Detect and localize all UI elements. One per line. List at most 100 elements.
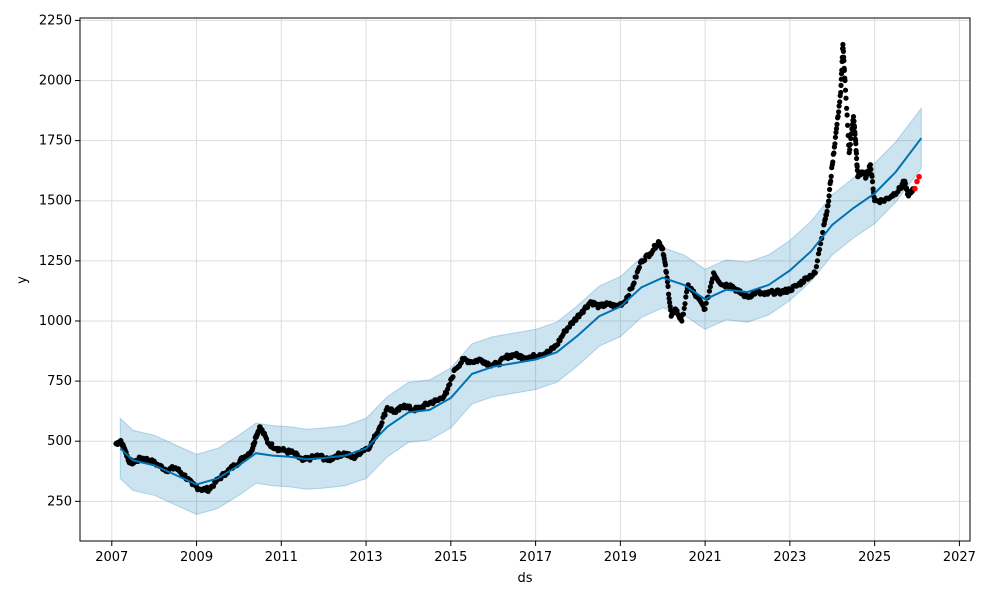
observed-point xyxy=(447,381,453,387)
x-axis: 2007 2009 2011 2013 2015 2017 2019 2021 2023 2025… xyxy=(95,541,976,565)
observed-point xyxy=(269,441,275,447)
observed-point xyxy=(814,258,821,264)
x-tick-label: 2019 xyxy=(604,550,637,565)
observed-point xyxy=(679,318,685,324)
y-tick-label: 1250 xyxy=(39,254,72,269)
observed-point xyxy=(832,141,838,147)
y-tick-label: 1000 xyxy=(39,314,72,329)
observed-point xyxy=(847,147,853,153)
observed-point xyxy=(836,109,842,115)
x-tick-label: 2017 xyxy=(519,550,552,565)
observed-point xyxy=(842,77,848,84)
observed-point xyxy=(851,124,858,130)
observed-point xyxy=(853,141,859,147)
observed-point xyxy=(833,129,839,136)
x-tick-label: 2027 xyxy=(943,550,976,565)
observed-point xyxy=(835,113,841,120)
observed-point xyxy=(666,291,672,297)
observed-point xyxy=(828,178,834,184)
observed-point xyxy=(851,118,857,124)
x-tick-label: 2023 xyxy=(773,550,806,565)
observed-point xyxy=(662,262,669,268)
observed-point xyxy=(702,306,708,312)
observed-point xyxy=(665,283,671,289)
observed-point xyxy=(660,246,666,252)
recent-point xyxy=(914,178,920,185)
observed-point xyxy=(815,251,822,257)
observed-point xyxy=(667,299,673,306)
observed-point xyxy=(836,103,842,109)
observed-point xyxy=(631,280,637,286)
recent-point xyxy=(912,185,918,192)
observed-point xyxy=(837,99,843,105)
y-tick-label: 1750 xyxy=(39,134,72,149)
x-tick-label: 2013 xyxy=(350,550,383,565)
observed-point xyxy=(825,203,831,209)
observed-point xyxy=(828,173,834,179)
observed-point xyxy=(379,420,385,426)
observed-point xyxy=(838,89,844,96)
observed-point xyxy=(830,159,836,165)
observed-point xyxy=(840,48,847,55)
observed-point xyxy=(854,163,860,170)
x-tick-label: 2011 xyxy=(265,550,298,565)
recent-points xyxy=(912,173,922,192)
observed-point xyxy=(842,87,849,93)
observed-point xyxy=(210,483,217,489)
plot-background xyxy=(80,18,970,541)
observed-point xyxy=(831,150,837,156)
observed-point xyxy=(633,274,639,280)
observed-point xyxy=(868,166,874,172)
recent-point xyxy=(916,173,922,180)
observed-point xyxy=(663,269,670,275)
observed-point xyxy=(902,180,909,186)
observed-point xyxy=(682,301,688,307)
observed-point xyxy=(826,198,832,204)
observed-point xyxy=(869,173,875,179)
x-tick-label: 2015 xyxy=(434,550,467,565)
observed-point xyxy=(812,270,818,276)
observed-point xyxy=(840,41,846,48)
y-tick-label: 250 xyxy=(47,494,72,509)
x-tick-label: 2025 xyxy=(858,550,891,565)
observed-point xyxy=(841,58,847,64)
observed-point xyxy=(848,135,854,142)
observed-point xyxy=(826,193,832,199)
observed-point xyxy=(666,295,672,302)
observed-point xyxy=(854,155,860,162)
observed-point xyxy=(850,114,857,120)
observed-point xyxy=(844,105,850,111)
plot-area xyxy=(79,17,971,542)
observed-point xyxy=(636,264,643,270)
observed-point xyxy=(833,126,840,132)
y-tick-label: 2000 xyxy=(39,74,72,89)
observed-point xyxy=(182,472,188,478)
x-tick-label: 2021 xyxy=(689,550,722,565)
observed-point xyxy=(869,179,876,185)
y-tick-label: 750 xyxy=(47,374,72,389)
plot-frame xyxy=(79,17,971,542)
observed-point xyxy=(852,131,858,137)
observed-point xyxy=(703,300,709,306)
y-axis: 250 500 750 1000 1250 1500 1750 2000 2250 xyxy=(39,13,80,509)
observed-point xyxy=(252,439,258,445)
observed-point xyxy=(843,95,849,101)
observed-point xyxy=(706,288,713,294)
observed-point xyxy=(832,134,839,140)
observed-point xyxy=(841,67,848,73)
observed-point xyxy=(707,284,714,290)
observed-point xyxy=(824,208,830,215)
x-tick-label: 2009 xyxy=(180,550,213,565)
uncertainty-interval-band xyxy=(119,106,922,516)
observed-point xyxy=(845,122,851,128)
observed-point xyxy=(382,412,388,418)
observed-point xyxy=(801,279,807,285)
observed-point xyxy=(867,162,874,168)
observed-point xyxy=(844,112,850,118)
observed-point xyxy=(827,186,833,193)
observed-point xyxy=(813,264,820,270)
observed-point xyxy=(681,305,687,311)
observed-point xyxy=(838,82,844,88)
observed-point xyxy=(847,141,853,148)
